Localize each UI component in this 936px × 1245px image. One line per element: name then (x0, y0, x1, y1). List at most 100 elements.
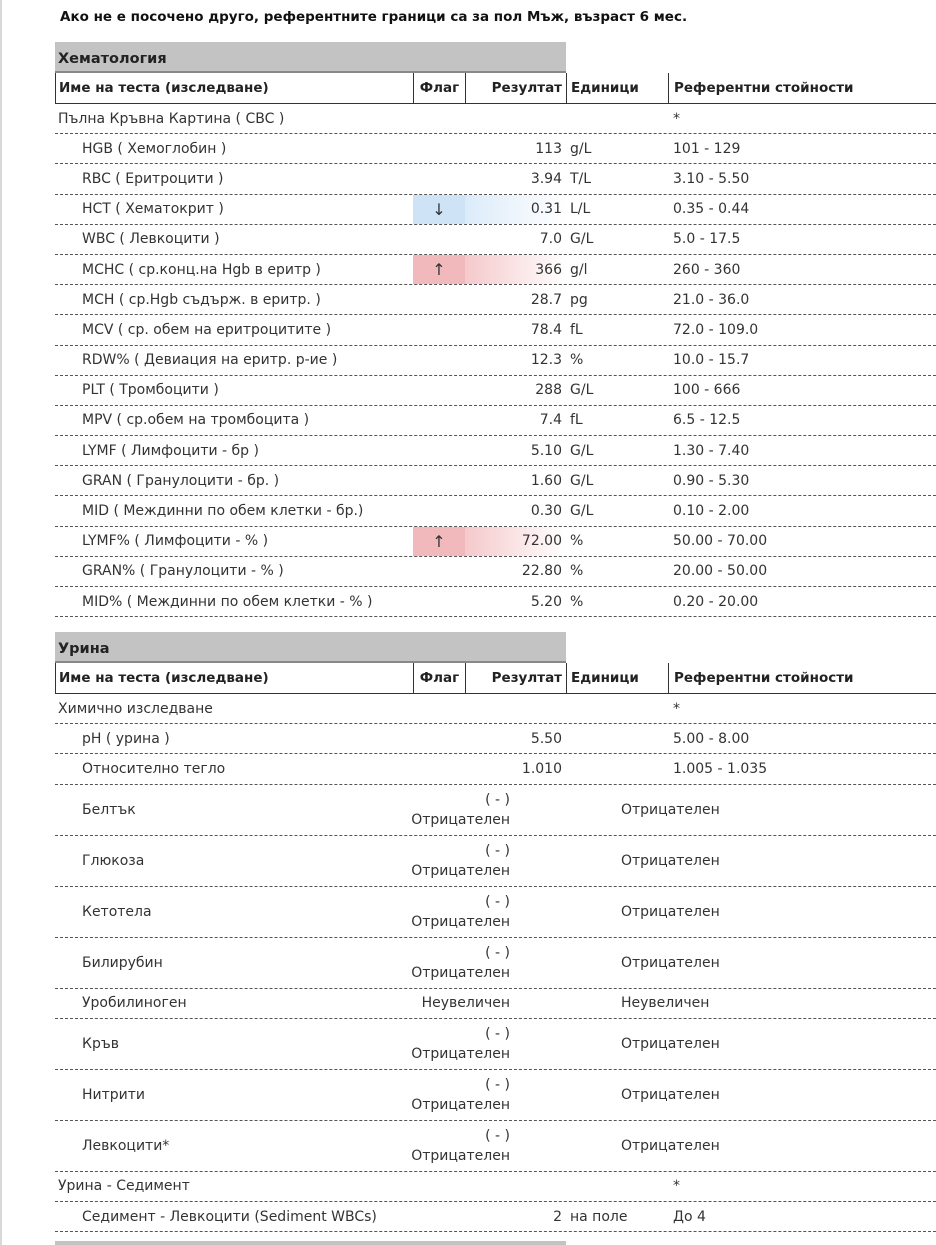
flag-cell (413, 466, 465, 495)
table-row: Кръв ( - ) Отрицателен Отрицателен (55, 1019, 936, 1070)
table-row: Уробилиноген Неувеличен Неувеличен (55, 989, 936, 1019)
test-name: MCV ( ср. обем на еритроцитите ) (82, 321, 332, 338)
flag-cell (413, 315, 465, 344)
table-row: MID% ( Междинни по обем клетки - % ) 5.2… (55, 587, 936, 618)
reference-range: До 4 (673, 1208, 706, 1225)
test-name: LYMF ( Лимфоцити - бр ) (82, 442, 259, 459)
reference-range: 260 - 360 (673, 261, 741, 278)
units: на поле (570, 1208, 628, 1225)
flag-cell (413, 1202, 465, 1231)
reference-range: 0.90 - 5.30 (673, 472, 750, 489)
col-units-header: Единици (567, 663, 669, 693)
test-name: Урина - Седимент (58, 1178, 190, 1195)
units: G/L (570, 231, 594, 248)
reference-range: 50.00 - 70.00 (673, 533, 768, 550)
units (566, 754, 668, 783)
group-row: Урина - Седимент * (55, 1172, 936, 1202)
result-cell: ( - ) Отрицателен (361, 836, 514, 886)
reference-range: 100 - 666 (673, 382, 741, 399)
units: G/L (570, 503, 594, 520)
result-value (465, 104, 566, 133)
units (566, 694, 668, 723)
flag-cell (413, 285, 465, 314)
table-row: MCHC ( ср.конц.на Hgb в еритр ) ↑ 366 g/l… (55, 254, 936, 286)
flag-cell (413, 104, 465, 133)
table-row: Седимент - Левкоцити (Sediment WBCs) 2 н… (55, 1202, 936, 1233)
test-name: PLT ( Тромбоцити ) (82, 382, 219, 399)
units (566, 104, 668, 133)
reference-range: 6.5 - 12.5 (673, 412, 741, 429)
result-value: 7.0 (539, 231, 562, 248)
col-flag-header: Флаг (414, 73, 466, 103)
result-text: Отрицателен (411, 1045, 510, 1062)
units: fL (570, 412, 583, 429)
table-row: Нитрити ( - ) Отрицателен Отрицателен (55, 1070, 936, 1121)
table-row: PLT ( Тромбоцити ) 288 G/L 100 - 666 (55, 376, 936, 406)
units: g/L (570, 140, 592, 157)
flag-cell (413, 436, 465, 465)
flag-cell (413, 587, 465, 616)
arrow-up-icon: ↑ (413, 254, 465, 285)
test-name: Нитрити (82, 1086, 146, 1103)
units: fL (570, 321, 583, 338)
result-value: 366 (465, 254, 566, 285)
col-flag-header: Флаг (414, 663, 466, 693)
result-value (465, 694, 566, 723)
units (514, 785, 616, 835)
col-name-header: Име на теста (изследване) (56, 663, 414, 693)
group-row: Пълна Кръвна Картина ( CBC ) * (55, 104, 936, 135)
result-value: 28.7 (530, 291, 562, 308)
units: G/L (570, 442, 594, 459)
test-name: MID% ( Междинни по обем клетки - % ) (82, 593, 373, 610)
test-name: Белтък (82, 801, 136, 818)
col-ref-header: Референтни стойности (674, 670, 854, 686)
test-name: Химично изследване (58, 700, 213, 717)
reference-range: 10.0 - 15.7 (673, 352, 750, 369)
reference-range: * (673, 1178, 680, 1195)
reference-range: 20.00 - 50.00 (673, 563, 768, 580)
units (566, 1172, 668, 1201)
reference-range: Отрицателен (621, 1086, 720, 1103)
units (514, 1070, 616, 1120)
units: % (570, 533, 584, 550)
result-value: 72.00 (465, 526, 566, 556)
result-text: Отрицателен (411, 1147, 510, 1164)
units (514, 836, 616, 886)
group-row: Химично изследване * (55, 694, 936, 725)
units: % (570, 352, 584, 369)
col-units-header: Единици (567, 73, 669, 103)
result-value: 5.50 (530, 730, 562, 747)
table-row: HCT ( Хематокрит ) ↓ 0.31 L/L 0.35 - 0.44 (55, 194, 936, 225)
test-name: Левкоцити* (82, 1137, 170, 1154)
flag-cell (413, 164, 465, 193)
units (514, 938, 616, 988)
col-ref-header: Референтни стойности (674, 80, 854, 96)
units: L/L (570, 201, 591, 218)
reference-range: Неувеличен (621, 995, 710, 1012)
test-name: WBC ( Левкоцити ) (82, 231, 220, 248)
section-urine: Урина Име на теста (изследване) Флаг Рез… (55, 632, 936, 1233)
test-name: Седимент - Левкоцити (Sediment WBCs) (82, 1208, 377, 1225)
result-value: 1.60 (530, 472, 562, 489)
result-value: 5.20 (530, 593, 562, 610)
test-name: Кръв (82, 1035, 119, 1052)
table-row: HGB ( Хемоглобин ) 113 g/L 101 - 129 (55, 134, 936, 165)
units: % (570, 563, 584, 580)
table-row: MCV ( ср. обем на еритроцитите ) 78.4 fL… (55, 315, 936, 346)
test-name: Пълна Кръвна Картина ( CBC ) (58, 110, 285, 127)
result-value: 1.010 (521, 760, 562, 777)
units (514, 1121, 616, 1171)
table-row: Белтък ( - ) Отрицателен Отрицателен (55, 785, 936, 836)
result-value: ( - ) (485, 1076, 510, 1093)
reference-note: Ако не е посочено друго, референтните гр… (60, 9, 688, 25)
result-value: 78.4 (530, 321, 562, 338)
reference-range: * (673, 700, 680, 717)
section-title: Урина (55, 632, 566, 663)
table-row: Глюкоза ( - ) Отрицателен Отрицателен (55, 836, 936, 887)
reference-range: Отрицателен (621, 801, 720, 818)
units (514, 887, 616, 937)
result-value: 12.3 (530, 352, 562, 369)
flag-cell (413, 557, 465, 586)
result-text: Отрицателен (411, 913, 510, 930)
result-text: Отрицателен (411, 964, 510, 981)
